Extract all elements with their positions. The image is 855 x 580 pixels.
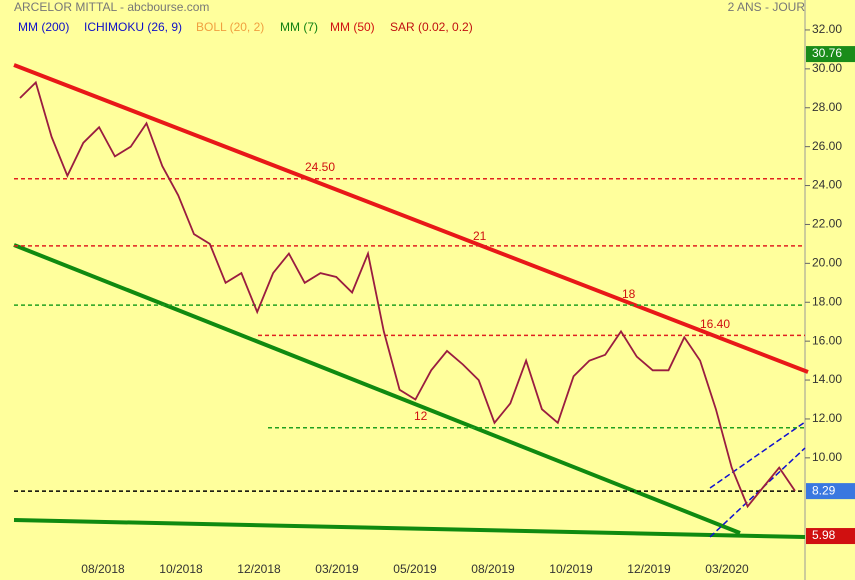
price-tag-label: 30.76: [812, 46, 842, 60]
legend-entry: MM (50): [330, 20, 375, 34]
x-tick-label: 10/2018: [159, 562, 203, 576]
y-tick-label: 32.00: [812, 22, 842, 36]
y-tick-label: 14.00: [812, 372, 842, 386]
legend-entry: MM (7): [280, 20, 318, 34]
y-tick-label: 24.00: [812, 178, 842, 192]
price-tag: [806, 483, 855, 500]
annotation: 16.40: [700, 317, 730, 331]
chart-subtitle: 2 ANS - JOUR: [728, 0, 806, 14]
channel-line: [709, 421, 806, 489]
y-tick-label: 10.00: [812, 450, 842, 464]
y-tick-label: 12.00: [812, 411, 842, 425]
y-tick-label: 30.00: [812, 61, 842, 75]
resistance-line: [13, 63, 809, 374]
x-tick-label: 08/2019: [471, 562, 515, 576]
annotation: 24.50: [305, 160, 335, 174]
x-tick-label: 03/2019: [315, 562, 359, 576]
channel-line: [709, 447, 806, 538]
x-tick-label: 10/2019: [549, 562, 593, 576]
chart-title: ARCELOR MITTAL - abcbourse.com: [14, 0, 209, 14]
price-line: [19, 80, 796, 509]
annotation: 21: [473, 229, 487, 243]
x-tick-label: 05/2019: [393, 562, 437, 576]
legend-entry: SAR (0.02, 0.2): [390, 20, 473, 34]
y-tick-label: 16.00: [812, 333, 842, 347]
y-tick-label: 20.00: [812, 256, 842, 270]
support-line-2: [13, 518, 806, 539]
price-tag-label: 5.98: [812, 528, 836, 542]
legend-entry: BOLL (20, 2): [196, 20, 264, 34]
x-tick-label: 08/2018: [81, 562, 125, 576]
annotation: 18: [622, 287, 636, 301]
legend-entry: ICHIMOKU (26, 9): [84, 20, 182, 34]
x-tick-label: 03/2020: [705, 562, 749, 576]
price-tag: [806, 528, 855, 545]
x-tick-label: 12/2018: [237, 562, 281, 576]
y-tick-label: 18.00: [812, 294, 842, 308]
price-tag: [806, 46, 855, 63]
y-tick-label: 22.00: [812, 217, 842, 231]
x-tick-label: 12/2019: [627, 562, 671, 576]
annotation: 12: [414, 409, 428, 423]
legend-entry: MM (200): [18, 20, 69, 34]
y-tick-label: 28.00: [812, 100, 842, 114]
support-line: [13, 243, 741, 535]
y-tick-label: 26.00: [812, 139, 842, 153]
price-tag-label: 8.29: [812, 483, 836, 497]
